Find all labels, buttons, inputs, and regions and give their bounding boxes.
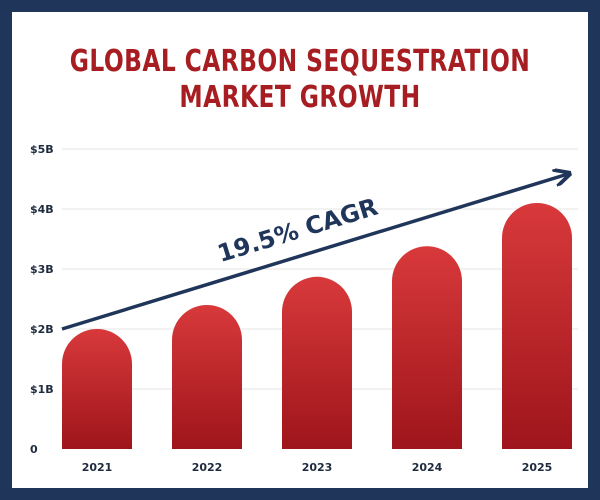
x-tick-label: 2021 bbox=[82, 461, 113, 474]
x-tick-label: 2022 bbox=[192, 461, 223, 474]
chart-title: GLOBAL CARBON SEQUESTRATION MARKET GROWT… bbox=[66, 44, 534, 116]
y-tick-label: $2B bbox=[30, 323, 54, 336]
chart-title-line-2: MARKET GROWTH bbox=[179, 80, 421, 115]
x-axis-ticks: 2021 2022 2023 2024 2025 bbox=[82, 461, 553, 474]
bar-2022 bbox=[172, 305, 242, 449]
chart-title-line-1: GLOBAL CARBON SEQUESTRATION bbox=[69, 44, 531, 79]
y-axis-ticks: 0 $1B $2B $3B $4B $5B bbox=[30, 143, 54, 456]
y-tick-label: 0 bbox=[30, 443, 38, 456]
x-tick-label: 2023 bbox=[302, 461, 333, 474]
bars bbox=[62, 203, 572, 449]
y-tick-label: $1B bbox=[30, 383, 54, 396]
y-tick-label: $3B bbox=[30, 263, 54, 276]
x-tick-label: 2025 bbox=[522, 461, 553, 474]
y-tick-label: $4B bbox=[30, 203, 54, 216]
cagr-arrow-line bbox=[61, 174, 568, 331]
bar-2023 bbox=[282, 276, 352, 449]
bar-2021 bbox=[62, 329, 132, 449]
y-tick-label: $5B bbox=[30, 143, 54, 156]
x-tick-label: 2024 bbox=[412, 461, 443, 474]
bar-2024 bbox=[392, 246, 462, 449]
bar-2025 bbox=[502, 203, 572, 449]
